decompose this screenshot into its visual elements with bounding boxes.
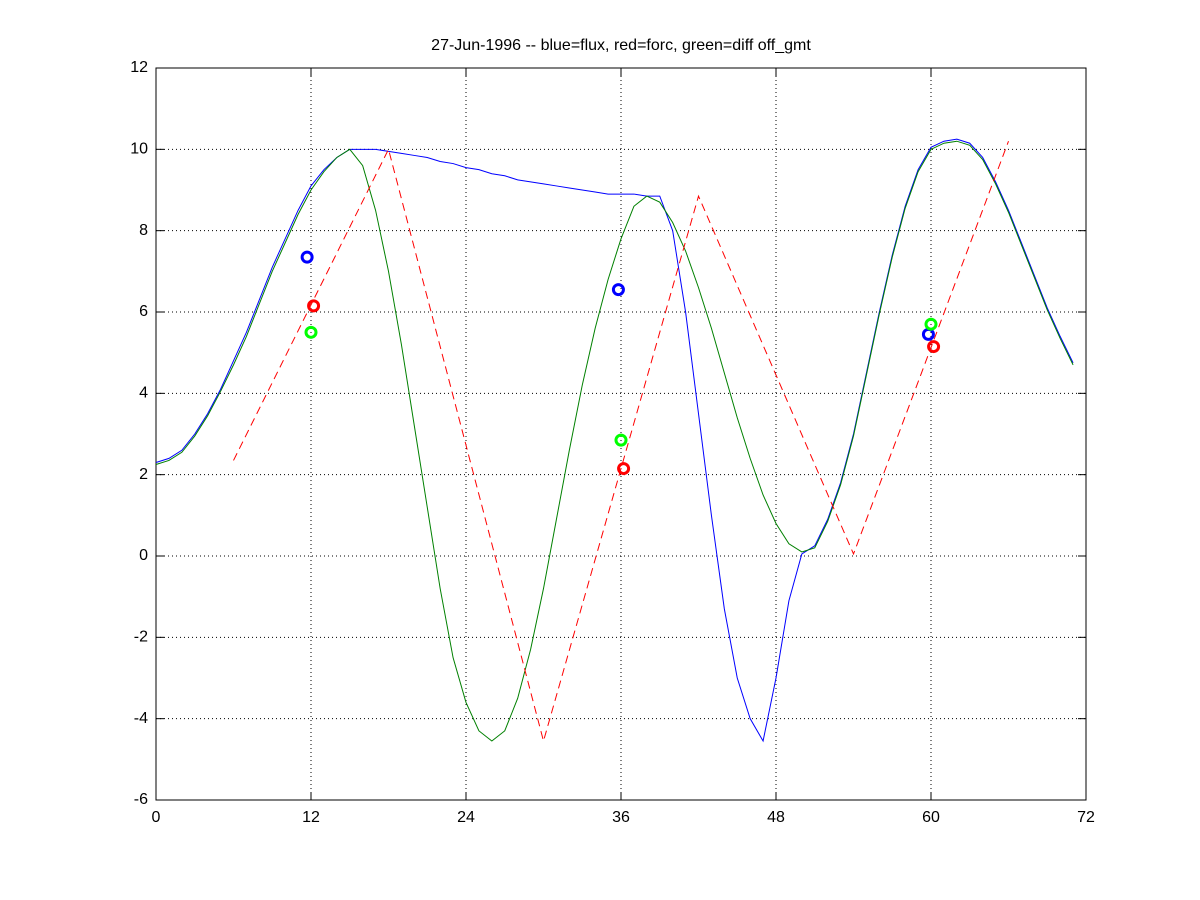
x-tick-label: 0 (152, 809, 161, 826)
marker (304, 325, 318, 339)
y-tick-label: 12 (130, 59, 148, 76)
y-tick-label: 2 (139, 466, 148, 483)
series-line (155, 140, 1074, 742)
y-tick-label: -2 (134, 629, 148, 646)
plot-frame (155, 67, 1087, 801)
x-tick-label: 36 (612, 809, 630, 826)
y-tick-label: -4 (134, 710, 148, 727)
marker (614, 433, 628, 447)
marker (300, 250, 314, 264)
chart-title: 27-Jun-1996 -- blue=flux, red=forc, gree… (431, 37, 811, 54)
marker (927, 340, 941, 354)
y-tick-label: 0 (139, 547, 148, 564)
y-tick-label: 8 (139, 222, 148, 239)
x-tick-label: 24 (457, 809, 475, 826)
marker (617, 462, 631, 476)
x-tick-label: 48 (767, 809, 785, 826)
marker (307, 299, 321, 313)
series-line (233, 141, 1009, 743)
y-tick-label: 10 (130, 141, 148, 158)
y-tick-label: -6 (134, 791, 148, 808)
y-tick-label: 6 (139, 303, 148, 320)
marker (921, 327, 935, 341)
x-tick-label: 12 (302, 809, 320, 826)
x-tick-label: 60 (922, 809, 940, 826)
y-tick-label: 4 (139, 385, 148, 402)
marker (611, 283, 625, 297)
x-tick-label: 72 (1077, 809, 1095, 826)
series-line (155, 138, 1074, 743)
marker (924, 317, 938, 331)
